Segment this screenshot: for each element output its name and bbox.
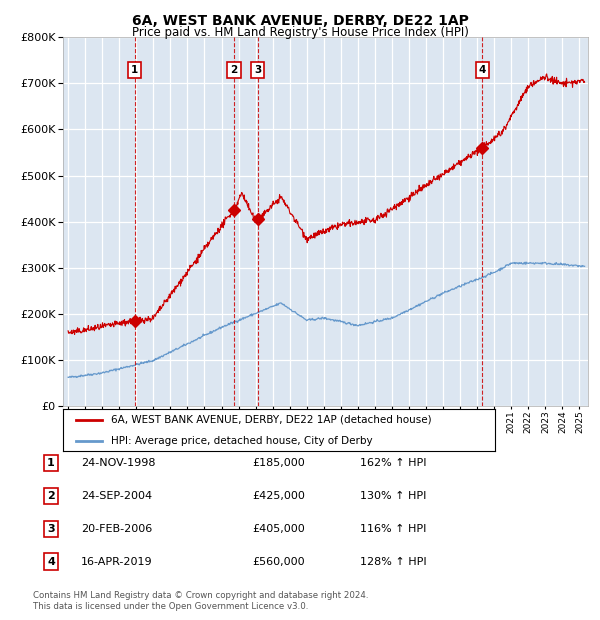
Text: 1: 1 <box>131 65 138 76</box>
Text: 3: 3 <box>47 524 55 534</box>
Text: 162% ↑ HPI: 162% ↑ HPI <box>360 458 427 468</box>
Text: 3: 3 <box>254 65 262 76</box>
Text: 24-NOV-1998: 24-NOV-1998 <box>81 458 155 468</box>
Text: 4: 4 <box>47 557 55 567</box>
Text: This data is licensed under the Open Government Licence v3.0.: This data is licensed under the Open Gov… <box>33 602 308 611</box>
Text: 24-SEP-2004: 24-SEP-2004 <box>81 491 152 501</box>
Text: 20-FEB-2006: 20-FEB-2006 <box>81 524 152 534</box>
Text: £425,000: £425,000 <box>252 491 305 501</box>
Text: £560,000: £560,000 <box>252 557 305 567</box>
Text: 6A, WEST BANK AVENUE, DERBY, DE22 1AP: 6A, WEST BANK AVENUE, DERBY, DE22 1AP <box>131 14 469 28</box>
Text: 1: 1 <box>47 458 55 468</box>
Text: HPI: Average price, detached house, City of Derby: HPI: Average price, detached house, City… <box>110 436 372 446</box>
Text: Price paid vs. HM Land Registry's House Price Index (HPI): Price paid vs. HM Land Registry's House … <box>131 26 469 38</box>
Text: £405,000: £405,000 <box>252 524 305 534</box>
Text: 128% ↑ HPI: 128% ↑ HPI <box>360 557 427 567</box>
Text: 2: 2 <box>230 65 238 76</box>
Text: Contains HM Land Registry data © Crown copyright and database right 2024.: Contains HM Land Registry data © Crown c… <box>33 591 368 600</box>
Text: 6A, WEST BANK AVENUE, DERBY, DE22 1AP (detached house): 6A, WEST BANK AVENUE, DERBY, DE22 1AP (d… <box>110 415 431 425</box>
Text: 116% ↑ HPI: 116% ↑ HPI <box>360 524 427 534</box>
Text: 2: 2 <box>47 491 55 501</box>
Text: 4: 4 <box>478 65 486 76</box>
Text: £185,000: £185,000 <box>252 458 305 468</box>
Text: 130% ↑ HPI: 130% ↑ HPI <box>360 491 427 501</box>
Text: 16-APR-2019: 16-APR-2019 <box>81 557 152 567</box>
